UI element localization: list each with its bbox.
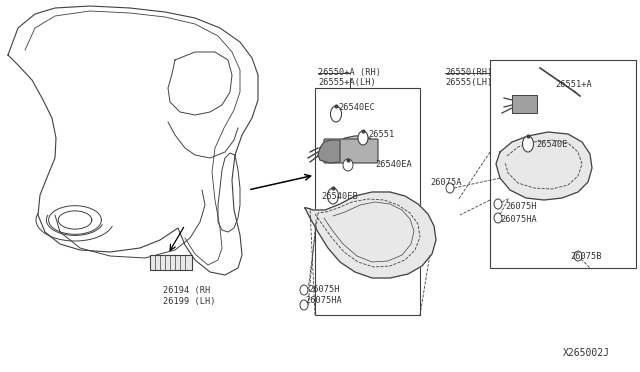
Text: 26540EC: 26540EC xyxy=(338,103,375,112)
FancyBboxPatch shape xyxy=(324,139,378,163)
Bar xyxy=(490,60,636,268)
Ellipse shape xyxy=(494,199,502,209)
Bar xyxy=(150,255,192,270)
Text: 26540EB: 26540EB xyxy=(321,192,358,201)
Text: 26075H: 26075H xyxy=(505,202,536,211)
Polygon shape xyxy=(496,132,592,200)
Text: 26551+A: 26551+A xyxy=(555,80,592,89)
Ellipse shape xyxy=(574,251,582,261)
Text: 26075HA: 26075HA xyxy=(305,296,342,305)
Text: X265002J: X265002J xyxy=(563,348,610,358)
Text: 26075H: 26075H xyxy=(308,285,339,294)
Text: 26075B: 26075B xyxy=(570,252,602,261)
Text: 26555(LH): 26555(LH) xyxy=(445,78,492,87)
Text: 26199 (LH): 26199 (LH) xyxy=(163,297,216,306)
Ellipse shape xyxy=(330,106,342,122)
Polygon shape xyxy=(305,192,436,278)
Ellipse shape xyxy=(522,136,534,152)
Text: 26194 (RH: 26194 (RH xyxy=(163,286,211,295)
Ellipse shape xyxy=(300,285,308,295)
Text: 26555+A(LH): 26555+A(LH) xyxy=(318,78,376,87)
Text: 26075HA: 26075HA xyxy=(500,215,537,224)
Text: 26075A: 26075A xyxy=(430,178,461,187)
Ellipse shape xyxy=(300,300,308,310)
Bar xyxy=(315,88,420,315)
Text: 26550(RH): 26550(RH) xyxy=(445,68,492,77)
Ellipse shape xyxy=(358,131,368,145)
Text: 26551: 26551 xyxy=(368,130,394,139)
Ellipse shape xyxy=(328,188,339,204)
Text: 26540E: 26540E xyxy=(536,140,568,149)
Text: 26550+A (RH): 26550+A (RH) xyxy=(318,68,381,77)
Ellipse shape xyxy=(343,159,353,171)
Ellipse shape xyxy=(494,213,502,223)
Text: 26540EA: 26540EA xyxy=(375,160,412,169)
Polygon shape xyxy=(325,136,375,160)
Ellipse shape xyxy=(446,183,454,193)
Polygon shape xyxy=(318,140,340,163)
Bar xyxy=(512,95,537,113)
